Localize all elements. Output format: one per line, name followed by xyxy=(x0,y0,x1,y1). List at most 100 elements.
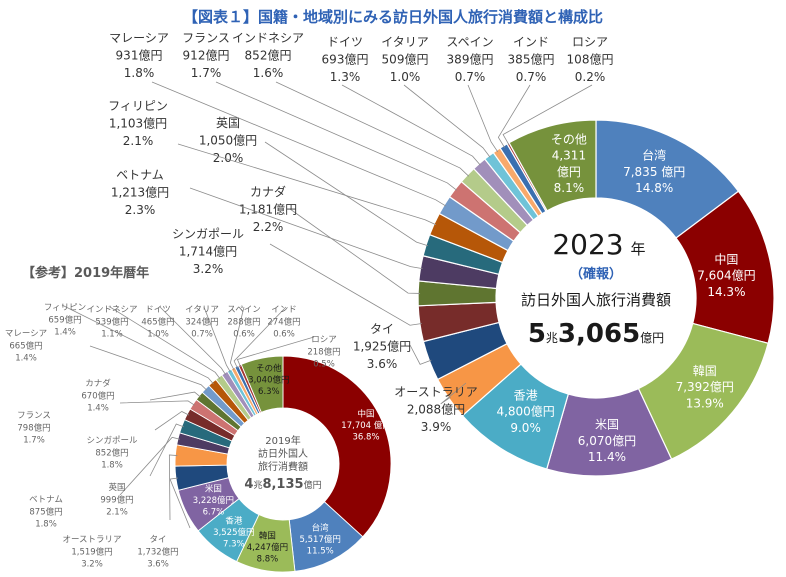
leader-line xyxy=(119,436,181,496)
slice-label: ロシア xyxy=(572,35,608,49)
slice-label: ベトナム xyxy=(29,495,63,505)
slice-label: フランス xyxy=(182,31,230,45)
leader-line xyxy=(403,84,491,158)
slice-label: 0.6% xyxy=(273,330,295,340)
slice-label: 7,604億円 xyxy=(697,269,755,283)
slice-label: インドネシア xyxy=(232,31,304,45)
slice-label: 3.6% xyxy=(147,560,169,570)
donut-slice xyxy=(282,355,392,538)
slice-label: 1.3% xyxy=(330,70,361,84)
slice-label: 1,181億円 xyxy=(239,202,297,216)
leader-line xyxy=(109,306,221,380)
slice-label: 台湾 xyxy=(642,148,666,163)
slice-label: 香港 xyxy=(514,388,538,402)
slice-label: 2.1% xyxy=(106,508,128,518)
slice-label: 274億円 xyxy=(267,316,300,327)
total-unit2: 億円 xyxy=(304,479,322,491)
slice-label: 0.5% xyxy=(313,360,335,370)
center-year: 2019年 xyxy=(265,434,300,447)
slice-label: 659億円 xyxy=(48,314,81,325)
slice-label: 385億円 xyxy=(508,52,555,66)
slice-label: 1.4% xyxy=(87,404,109,414)
total-big: 5 xyxy=(528,319,546,349)
leader-line xyxy=(341,84,481,166)
leader-line xyxy=(151,81,447,207)
center-sub: （確報） xyxy=(570,266,622,282)
center-label: 訪日外国人 xyxy=(258,447,308,460)
slice-label: 1.8% xyxy=(35,520,57,530)
donut-slice xyxy=(508,119,597,212)
leader-line xyxy=(61,304,214,385)
center-year: 2023 xyxy=(552,228,623,261)
slice-label: 7,835 億円 xyxy=(623,165,685,179)
slice-label: 1.7% xyxy=(191,66,222,80)
slice-label: 4,247億円 xyxy=(247,542,288,553)
slice-label: 9.0% xyxy=(510,421,541,435)
slice-label: 3.6% xyxy=(367,357,398,371)
slice-label: 1.0% xyxy=(390,70,421,84)
slice-label: ロシア xyxy=(311,335,337,345)
slice-label: インド xyxy=(271,305,297,315)
total-unit2: 億円 xyxy=(640,331,664,345)
slice-label: 0.2% xyxy=(575,70,606,84)
slice-label: 6.7% xyxy=(203,508,225,518)
slice-label: シンガポール xyxy=(86,435,138,446)
slice-label: 6,070億円 xyxy=(578,434,636,448)
slice-label: 218億円 xyxy=(307,346,340,357)
center-label: 訪日外国人旅行消費額 xyxy=(521,291,671,309)
slice-label: シンガポール xyxy=(172,227,244,241)
slice-label: 0.7% xyxy=(455,70,486,84)
slice-label: イタリア xyxy=(185,305,219,315)
slice-label: 509億円 xyxy=(382,52,429,66)
leader-line xyxy=(275,81,470,177)
slice-label: 3,525億円 xyxy=(213,527,254,538)
donut-slice xyxy=(240,355,284,413)
slice-label: 288億円 xyxy=(227,316,260,327)
slice-label: オーストラリア xyxy=(62,535,121,545)
slice-label: イタリア xyxy=(381,35,429,49)
slice-label: 5,517億円 xyxy=(300,534,341,545)
center-label: 旅行消費額 xyxy=(258,460,308,473)
slice-label: 931億円 xyxy=(116,48,163,62)
total-rest: 8,135 xyxy=(262,477,303,492)
slice-label: オーストラリア xyxy=(394,385,477,399)
center-total: 4兆8,135億円 xyxy=(244,477,321,492)
slice-label: 6.3% xyxy=(258,387,280,397)
leader-line xyxy=(89,345,208,391)
slice-label: 1,213億円 xyxy=(111,185,169,199)
slice-label: 7.3% xyxy=(223,540,245,550)
leader-line xyxy=(154,411,190,431)
slice-label: スペイン xyxy=(446,35,493,49)
slice-label: 1.7% xyxy=(23,436,45,446)
leader-line xyxy=(119,400,195,406)
slice-label: フィリピン xyxy=(108,99,168,113)
slice-label: 3,228億円 xyxy=(193,495,234,506)
reference-title: 【参考】2019年暦年 xyxy=(22,266,150,281)
slice-label: 中国 xyxy=(358,408,375,419)
slice-label: 465億円 xyxy=(141,316,174,327)
slice-label: 米国 xyxy=(595,418,619,432)
slice-label: 324億円 xyxy=(185,316,218,327)
slice-label: 1.6% xyxy=(253,66,284,80)
slice-label: 1.1% xyxy=(101,330,123,340)
leader-line xyxy=(502,84,593,146)
slice-label: 539億円 xyxy=(95,316,128,327)
leader-line xyxy=(168,454,178,521)
slice-label: 1,103億円 xyxy=(109,116,167,130)
slice-label: 389億円 xyxy=(447,52,494,66)
slice-label: 798億円 xyxy=(17,422,50,433)
slice-label: 852億円 xyxy=(95,447,128,458)
slice-label: 1,050億円 xyxy=(199,133,257,147)
slice-label: 3,040億円 xyxy=(248,375,289,386)
leader-line xyxy=(236,336,315,367)
leader-line xyxy=(203,306,231,373)
leader-line xyxy=(189,187,423,270)
leader-line xyxy=(215,81,458,191)
slice-label: 7,392億円 xyxy=(676,380,734,394)
slice-label: 36.8% xyxy=(353,432,380,442)
slice-label: タイ xyxy=(149,535,166,545)
leader-line xyxy=(229,306,245,371)
slice-label: 3.2% xyxy=(81,560,103,570)
slice-label: 1,732億円 xyxy=(137,546,178,557)
